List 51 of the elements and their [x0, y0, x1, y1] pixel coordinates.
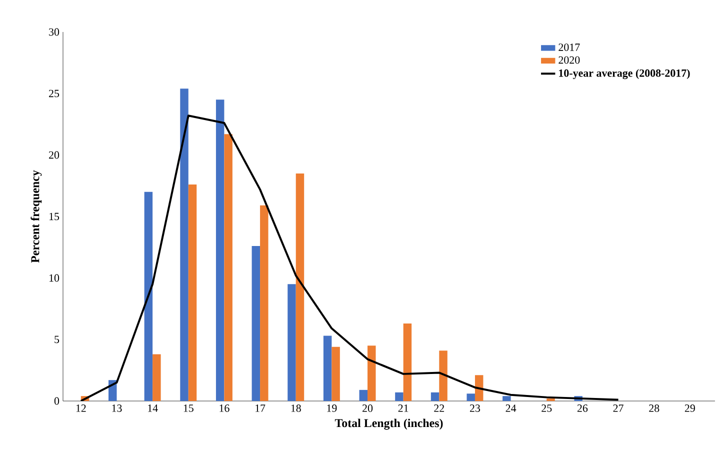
x-tick-label: 26 [577, 404, 588, 412]
x-tick-label: 29 [684, 404, 695, 412]
x-tick-label: 21 [398, 404, 408, 412]
x-tick-label: 15 [184, 404, 194, 412]
bar [180, 88, 188, 401]
bar [368, 346, 376, 401]
bar [502, 396, 511, 401]
legend-label: 10-year average (2008-2017) [559, 69, 690, 80]
y-tick-label: 5 [54, 336, 60, 344]
bar [359, 390, 368, 401]
bar [252, 246, 260, 401]
y-tick-label: 10 [49, 274, 60, 282]
y-tick-label: 20 [49, 151, 60, 159]
bar [296, 173, 304, 401]
x-tick-label: 22 [434, 404, 444, 412]
bar [332, 346, 340, 401]
bar [260, 205, 268, 401]
x-tick-label: 27 [613, 404, 624, 412]
bar [430, 392, 440, 401]
x-tick-label: 16 [220, 404, 230, 412]
bar [323, 336, 332, 401]
bar [395, 392, 404, 401]
x-tick-label: 12 [76, 404, 86, 412]
bar [466, 394, 475, 401]
bar [144, 192, 153, 401]
x-tick-label: 18 [291, 404, 301, 412]
y-tick-label: 30 [49, 28, 60, 36]
bar [188, 184, 197, 401]
x-tick-label: 17 [256, 404, 266, 412]
x-tick-label: 19 [327, 404, 337, 412]
y-tick-label: 0 [54, 397, 60, 405]
bar [224, 134, 232, 401]
bar [403, 324, 412, 401]
legend-label: 2017 [558, 44, 580, 51]
x-tick-label: 23 [470, 404, 480, 412]
x-tick-label: 28 [649, 404, 660, 412]
bar [216, 100, 224, 401]
x-tick-label: 13 [112, 404, 122, 412]
bar [439, 350, 448, 401]
bar [288, 284, 296, 401]
y-tick-label: 25 [49, 90, 60, 98]
x-axis-title: Total Length (inches) [334, 418, 443, 430]
y-axis-title: Percent frequency [30, 170, 42, 263]
x-tick-label: 24 [506, 404, 516, 412]
x-tick-label: 25 [542, 404, 552, 412]
x-tick-label: 20 [362, 404, 373, 412]
bar [474, 375, 484, 401]
x-tick-label: 14 [148, 404, 158, 412]
y-tick-label: 15 [49, 212, 60, 220]
bar [152, 354, 161, 401]
legend-label: 2020 [558, 56, 580, 64]
